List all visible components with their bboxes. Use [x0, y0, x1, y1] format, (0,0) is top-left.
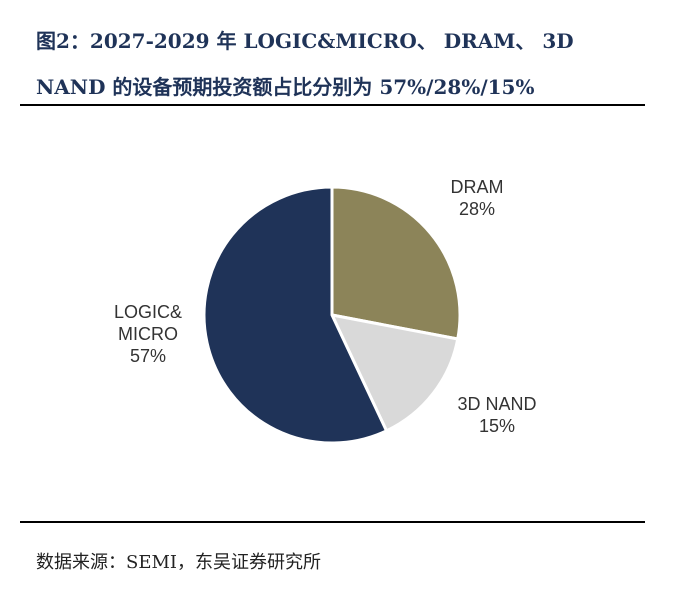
name-label-dram: DRAM — [451, 177, 504, 197]
pie-slice-dram — [330, 185, 462, 341]
name-label-logic-micro: LOGIC& — [114, 302, 182, 322]
name-label-logic-micro: MICRO — [118, 324, 178, 344]
name-label-3d-nand: 3D NAND — [457, 394, 536, 414]
pie-slice-3d-nand — [330, 313, 460, 433]
top-divider — [20, 104, 645, 106]
value-label-dram: 28% — [459, 199, 495, 219]
chart-title-line-2: NAND 的设备预期投资额占比分别为 57%/28%/15% — [36, 75, 535, 99]
source-note: 数据来源：SEMI，东吴证券研究所 — [36, 552, 322, 573]
pie-slice-logic-micro — [202, 185, 388, 445]
value-label-logic-micro: 57% — [130, 346, 166, 366]
label-logic-micro: LOGIC& MICRO 57% — [114, 302, 182, 366]
value-label-3d-nand: 15% — [479, 416, 515, 436]
bottom-divider — [20, 521, 645, 523]
chart-title: 图2：2027-2029 年 LOGIC&MICRO、 DRAM、 3D NAN… — [36, 18, 648, 110]
label-dram: DRAM 28% — [451, 177, 504, 219]
label-3d-nand: 3D NAND 15% — [457, 394, 536, 436]
chart-title-line-1: 图2：2027-2029 年 LOGIC&MICRO、 DRAM、 3D — [36, 29, 574, 53]
